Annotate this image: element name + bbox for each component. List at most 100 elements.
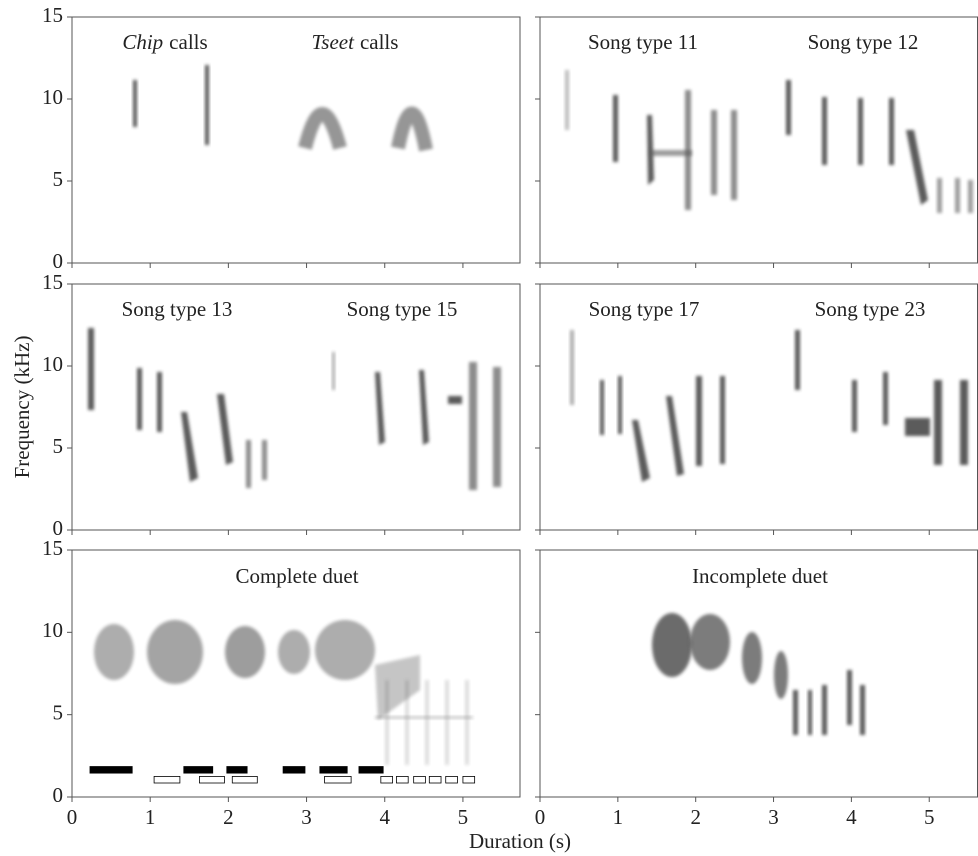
- syllable: [205, 65, 209, 145]
- syllable: [905, 418, 930, 436]
- y-tick-label: 5: [53, 434, 64, 458]
- panel-frame: [539, 283, 978, 531]
- annotation: Song type 15: [347, 297, 458, 321]
- syllable: [425, 680, 429, 765]
- syllable: [157, 372, 162, 432]
- y-axis-label: Frequency (kHz): [10, 336, 34, 479]
- singing-bout: [226, 766, 248, 774]
- syllable: [711, 110, 717, 195]
- syllable: [666, 396, 684, 476]
- syllable: [469, 362, 477, 490]
- syllable: [960, 380, 968, 465]
- y-tick-label: 5: [53, 700, 64, 724]
- x-tick-label: 4: [846, 805, 857, 829]
- syllable: [696, 376, 702, 466]
- syllable: [906, 130, 928, 205]
- panel-frame: [71, 549, 521, 798]
- panel-frame: [71, 16, 521, 264]
- syllable: [795, 330, 800, 390]
- singing-bout: [380, 776, 393, 784]
- annotation: Song type 13: [122, 297, 233, 321]
- syllable: [742, 632, 762, 684]
- x-tick-label: 0: [535, 805, 546, 829]
- y-tick-label: 0: [53, 249, 64, 273]
- syllable: [405, 680, 409, 765]
- syllable: [652, 613, 692, 677]
- syllable: [852, 380, 857, 432]
- singing-bout: [462, 776, 476, 784]
- y-tick-label: 10: [42, 352, 63, 376]
- syllable: [822, 685, 827, 735]
- syllable: [88, 328, 94, 410]
- syllable: [133, 80, 137, 127]
- syllable: [565, 70, 569, 130]
- annotation: Tseet calls: [312, 30, 399, 54]
- syllable: [860, 685, 865, 735]
- syllable: [278, 630, 310, 674]
- singing-bout: [319, 766, 348, 774]
- syllable: [181, 412, 198, 482]
- y-tick-label: 0: [53, 516, 64, 540]
- y-tick-label: 0: [53, 783, 64, 807]
- singing-bout: [445, 776, 458, 784]
- singing-bout: [89, 766, 133, 774]
- syllable: [968, 180, 973, 213]
- syllable: [375, 372, 385, 445]
- syllable: [375, 716, 473, 719]
- x-tick-label: 3: [301, 805, 312, 829]
- syllable: [889, 98, 894, 165]
- y-tick-label: 10: [42, 618, 63, 642]
- y-tick-label: 5: [53, 167, 64, 191]
- singing-bout: [183, 766, 214, 774]
- syllable: [298, 107, 347, 150]
- x-tick-label: 2: [223, 805, 234, 829]
- x-tick-label: 5: [458, 805, 469, 829]
- spectrogram-traces: [88, 65, 973, 765]
- singing-bout: [153, 776, 181, 784]
- syllable: [632, 420, 650, 482]
- syllable: [137, 368, 142, 430]
- x-tick-label: 3: [768, 805, 779, 829]
- syllable: [720, 376, 725, 464]
- syllable: [774, 651, 788, 699]
- annotation: Song type 11: [588, 30, 698, 54]
- singing-bout: [282, 766, 306, 774]
- syllable: [600, 380, 604, 435]
- syllable: [419, 370, 429, 445]
- annotation: Song type 23: [815, 297, 926, 321]
- y-tick-label: 15: [42, 270, 63, 294]
- syllable: [385, 680, 389, 765]
- syllable: [391, 106, 433, 152]
- syllable: [822, 97, 827, 165]
- syllable: [690, 614, 730, 670]
- x-tick-label: 1: [145, 805, 156, 829]
- singing-bout: [324, 776, 352, 784]
- annotation-italic: Chip: [122, 30, 163, 54]
- syllable: [262, 440, 267, 480]
- syllable: [731, 110, 737, 200]
- annotation-italic: Tseet: [312, 30, 356, 54]
- syllable: [94, 624, 134, 680]
- syllable: [225, 626, 265, 678]
- syllable: [650, 150, 692, 156]
- annotation-text: calls: [169, 30, 207, 54]
- annotation: Song type 17: [589, 297, 700, 321]
- singing-bout: [428, 776, 442, 784]
- syllable: [570, 330, 574, 405]
- annotation: Incomplete duet: [692, 564, 828, 588]
- syllable: [493, 367, 501, 487]
- syllable: [217, 394, 233, 465]
- y-tick-label: 15: [42, 536, 63, 560]
- annotation: Complete duet: [235, 564, 358, 588]
- syllable: [847, 670, 852, 725]
- y-tick-label: 15: [42, 3, 63, 27]
- syllable: [613, 95, 618, 162]
- syllable: [147, 620, 203, 684]
- syllable: [955, 178, 960, 213]
- singing-bout: [231, 776, 258, 784]
- x-tick-label: 0: [67, 805, 78, 829]
- syllable: [883, 372, 888, 425]
- syllable: [858, 98, 863, 165]
- panel-frame: [71, 283, 521, 531]
